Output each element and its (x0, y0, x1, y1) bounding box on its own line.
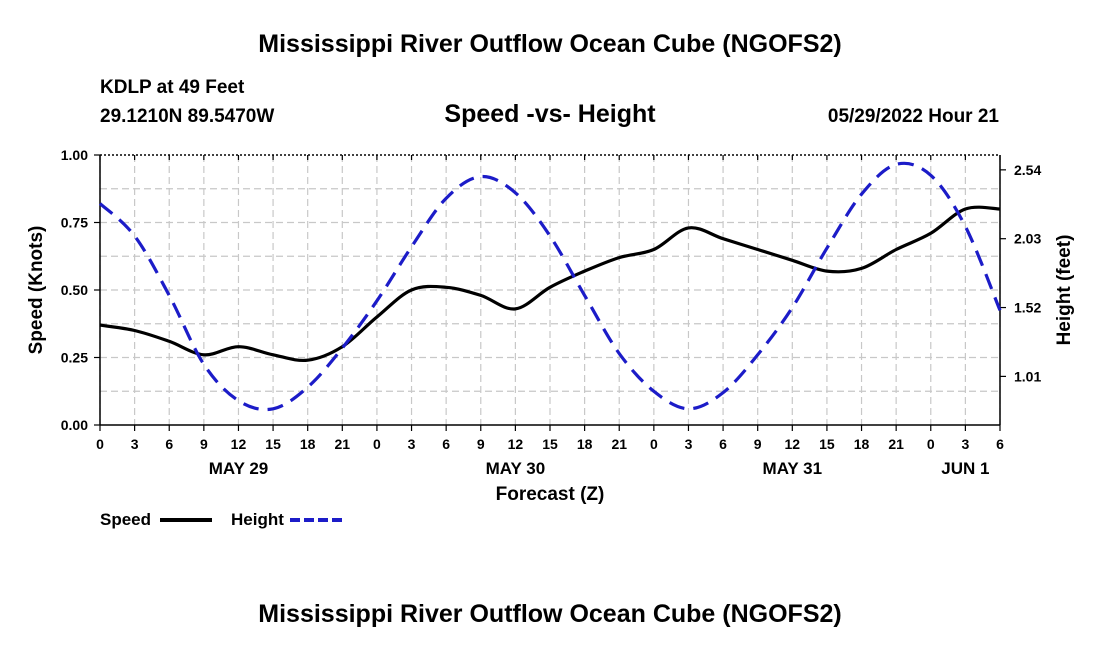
x-tick-label: 18 (577, 436, 593, 452)
x-tick-label: 21 (611, 436, 627, 452)
main-title: Mississippi River Outflow Ocean Cube (NG… (258, 30, 842, 58)
y-tick-label: 0.00 (61, 417, 88, 433)
footer-title: Mississippi River Outflow Ocean Cube (NG… (258, 600, 842, 628)
y2-tick-label: 1.01 (1014, 368, 1041, 384)
x-tick-label: 0 (650, 436, 658, 452)
station-coordinates: 29.1210N 89.5470W (100, 106, 275, 127)
series-line-height (98, 161, 1002, 412)
y-tick-label: 1.00 (61, 147, 88, 163)
x-tick-label: 18 (300, 436, 316, 452)
x-tick-label: 15 (265, 436, 281, 452)
y-tick-label: 0.50 (61, 282, 88, 298)
x-tick-label: 6 (442, 436, 450, 452)
forecast-datetime: 05/29/2022 Hour 21 (827, 106, 999, 127)
x-tick-label: 21 (335, 436, 351, 452)
x-day-label: JUN 1 (941, 459, 989, 478)
series-line-speed (99, 205, 1001, 363)
x-tick-label: 3 (685, 436, 693, 452)
legend-height-label: Height (231, 510, 284, 529)
x-tick-label: 12 (231, 436, 247, 452)
x-tick-label: 9 (200, 436, 208, 452)
x-tick-label: 12 (508, 436, 524, 452)
plot-title: Speed -vs- Height (444, 100, 656, 128)
x-axis-title: Forecast (Z) (496, 484, 605, 505)
x-tick-label: 6 (719, 436, 727, 452)
x-tick-label: 15 (542, 436, 558, 452)
y2-tick-label: 1.52 (1014, 300, 1041, 316)
x-tick-label: 21 (888, 436, 904, 452)
x-tick-label: 6 (165, 436, 173, 452)
x-day-label: MAY 31 (763, 459, 823, 478)
x-tick-label: 0 (96, 436, 104, 452)
x-tick-label: 3 (961, 436, 969, 452)
x-tick-label: 0 (373, 436, 381, 452)
x-tick-label: 3 (408, 436, 416, 452)
x-tick-label: 9 (754, 436, 762, 452)
legend-speed-label: Speed (100, 510, 152, 529)
y2-tick-label: 2.03 (1014, 231, 1041, 247)
x-tick-label: 12 (785, 436, 801, 452)
station-name: KDLP at 49 Feet (100, 77, 245, 98)
x-day-label: MAY 30 (486, 459, 546, 478)
y-tick-label: 0.25 (61, 350, 88, 366)
x-tick-label: 6 (996, 436, 1004, 452)
x-tick-label: 9 (477, 436, 485, 452)
x-day-label: MAY 29 (209, 459, 269, 478)
y-axis-title: Speed (Knots) (26, 226, 47, 355)
y2-tick-label: 2.54 (1014, 162, 1041, 178)
y2-axis-title: Height (feet) (1054, 235, 1075, 346)
x-tick-label: 18 (854, 436, 870, 452)
x-tick-label: 0 (927, 436, 935, 452)
x-tick-label: 15 (819, 436, 835, 452)
x-tick-label: 3 (131, 436, 139, 452)
y-tick-label: 0.75 (61, 215, 88, 231)
